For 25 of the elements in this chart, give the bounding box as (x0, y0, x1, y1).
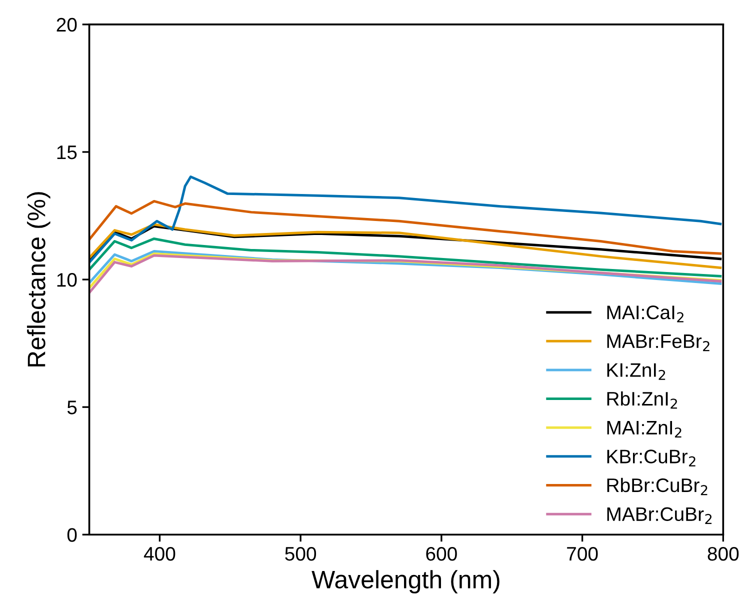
x-tick-label: 800 (708, 546, 739, 561)
y-tick-label: 15 (57, 146, 77, 160)
legend-label: MABr:FeBr$_{2}$ (607, 334, 710, 352)
x-axis-title: Wavelength (nm) (312, 570, 500, 594)
y-tick-label: 5 (67, 400, 77, 414)
legend-label: RbBr:CuBr$_{2}$ (607, 478, 708, 496)
legend-label: KBr:CuBr$_{2}$ (607, 450, 696, 466)
legend-label: MAI:CaI$_{2}$ (607, 306, 684, 322)
legend-label: RbI:ZnI$_{2}$ (607, 391, 677, 409)
line-series (89, 200, 722, 255)
line-series (89, 237, 722, 278)
line-series (89, 175, 722, 264)
y-tick-label: 20 (56, 18, 77, 32)
legend-label: MAI:ZnI$_{2}$ (607, 420, 682, 438)
line-series (89, 254, 722, 294)
line-series (89, 223, 722, 270)
legend-label: KI:ZnI$_{2}$ (607, 363, 666, 380)
x-tick-label: 700 (567, 546, 598, 561)
y-tick-label: 10 (57, 273, 77, 287)
x-tick-label: 400 (144, 546, 176, 561)
x-tick-label: 600 (426, 546, 457, 561)
legend-label: MABr:CuBr$_{2}$ (607, 507, 712, 524)
x-tick-label: 500 (285, 546, 316, 561)
y-tick-label: 0 (67, 528, 77, 542)
y-axis-title: Reflectance (%) (26, 192, 50, 366)
